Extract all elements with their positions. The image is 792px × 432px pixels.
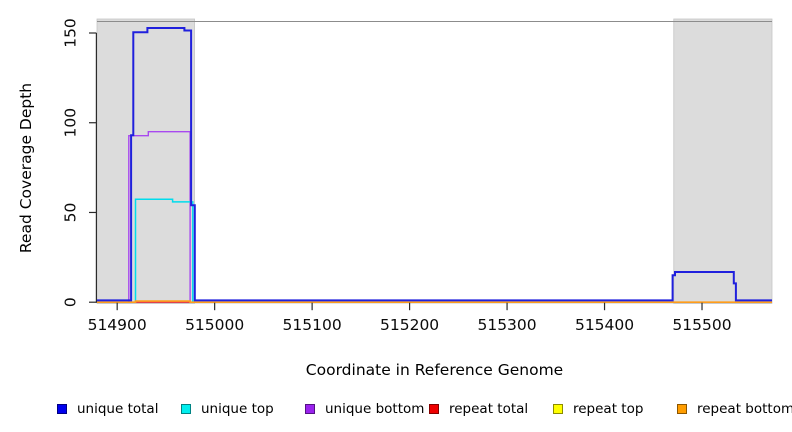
y-tick-label: 0 bbox=[62, 297, 80, 307]
legend-swatch-icon bbox=[181, 404, 191, 414]
legend-swatch-icon bbox=[305, 404, 315, 414]
legend-label: unique bottom bbox=[325, 401, 425, 417]
series-line-repeat-bottom bbox=[97, 300, 772, 304]
left-gray-band bbox=[96, 18, 195, 304]
legend-label: repeat top bbox=[573, 401, 644, 417]
legend-item-repeat-bottom: repeat bottom bbox=[677, 399, 792, 419]
y-axis-title: Read Coverage Depth bbox=[17, 82, 35, 254]
legend-swatch-icon bbox=[677, 404, 687, 414]
y-tick-label: 150 bbox=[62, 18, 80, 48]
x-tick-label: 515400 bbox=[575, 316, 634, 334]
legend-item-unique-bottom: unique bottom bbox=[305, 399, 424, 419]
series-line-unique-top bbox=[97, 198, 772, 303]
y-tick-label: 100 bbox=[62, 108, 80, 138]
series-line-unique-bottom bbox=[97, 130, 772, 303]
x-axis-title: Coordinate in Reference Genome bbox=[305, 361, 564, 379]
legend-label: unique top bbox=[201, 401, 274, 417]
x-tick-label: 515200 bbox=[380, 316, 439, 334]
legend-item-repeat-total: repeat total bbox=[429, 399, 528, 419]
x-tick-label: 515300 bbox=[477, 316, 536, 334]
legend-swatch-icon bbox=[553, 404, 563, 414]
legend-item-unique-total: unique total bbox=[57, 399, 158, 419]
y-tick-label: 50 bbox=[62, 203, 80, 223]
legend-label: unique total bbox=[77, 401, 159, 417]
series-line-unique-total bbox=[97, 27, 772, 302]
legend-item-unique-top: unique top bbox=[181, 399, 274, 419]
legend-label: repeat total bbox=[449, 401, 529, 417]
legend: unique total unique top unique bottom repea… bbox=[0, 399, 792, 421]
right-gray-band bbox=[673, 18, 773, 304]
x-tick-label: 515000 bbox=[185, 316, 244, 334]
x-tick-label: 514900 bbox=[88, 316, 147, 334]
legend-item-repeat-top: repeat top bbox=[553, 399, 643, 419]
x-tick-label: 515100 bbox=[283, 316, 342, 334]
legend-swatch-icon bbox=[429, 404, 439, 414]
legend-swatch-icon bbox=[57, 404, 67, 414]
legend-label: repeat bottom bbox=[697, 401, 792, 417]
x-tick-label: 515500 bbox=[672, 316, 731, 334]
